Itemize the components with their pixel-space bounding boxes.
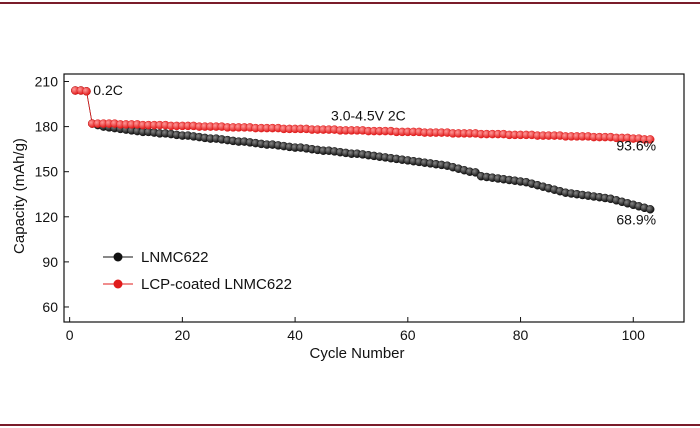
annotation-voltage-rate: 3.0-4.5V 2C bbox=[331, 108, 406, 124]
plot-frame bbox=[63, 73, 685, 323]
x-tick-label: 40 bbox=[287, 327, 303, 343]
y-tick-label: 120 bbox=[35, 209, 59, 225]
y-tick-label: 60 bbox=[42, 299, 58, 315]
y-tick-label: 180 bbox=[35, 119, 59, 135]
y-tick-label: 90 bbox=[42, 254, 58, 270]
bottom-border-rule bbox=[0, 424, 700, 426]
legend-marker-lcp-coated bbox=[113, 279, 123, 289]
legend-marker-lnmc622 bbox=[113, 252, 123, 262]
annotation-rate-low: 0.2C bbox=[93, 82, 123, 98]
legend: LNMC622 LCP-coated LNMC622 bbox=[103, 249, 292, 293]
y-tick-label: 150 bbox=[35, 164, 59, 180]
annotation-retention-coated: 93.6% bbox=[616, 138, 656, 154]
data-point-series-0 bbox=[645, 205, 655, 214]
x-tick-label: 100 bbox=[622, 327, 646, 343]
y-axis-label: Capacity (mAh/g) bbox=[11, 138, 28, 254]
legend-label-lnmc622: LNMC622 bbox=[141, 249, 209, 266]
annotation-retention-pristine: 68.9% bbox=[616, 211, 656, 227]
data-point-series-1 bbox=[82, 87, 91, 96]
x-tick-label: 0 bbox=[66, 327, 74, 343]
legend-label-lcp-coated: LCP-coated LNMC622 bbox=[141, 276, 292, 293]
x-tick-label: 20 bbox=[175, 327, 191, 343]
x-tick-label: 60 bbox=[400, 327, 416, 343]
y-tick-label: 210 bbox=[35, 74, 59, 90]
x-tick-label: 80 bbox=[513, 327, 529, 343]
top-border-rule bbox=[0, 2, 700, 4]
data-point-series-1 bbox=[645, 135, 655, 144]
x-axis-label: Cycle Number bbox=[309, 345, 404, 362]
